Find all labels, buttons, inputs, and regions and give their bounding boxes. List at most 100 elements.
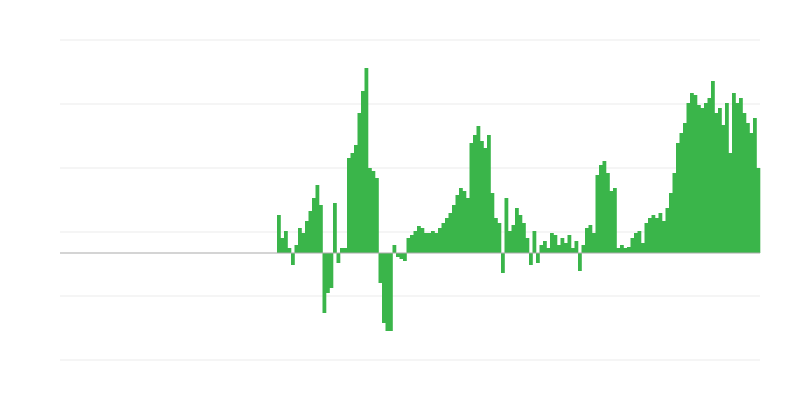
bar (574, 241, 579, 253)
bar (445, 218, 449, 253)
bar (711, 81, 715, 253)
bar (651, 215, 656, 253)
bar (536, 253, 540, 263)
bar (483, 148, 488, 253)
bar (319, 205, 323, 253)
bar (662, 221, 666, 253)
bar (704, 103, 708, 253)
bar (592, 233, 596, 253)
bar (742, 113, 747, 253)
bar (693, 95, 698, 253)
bar (480, 141, 484, 253)
bar (756, 168, 761, 253)
bar (616, 248, 621, 253)
bar (525, 238, 530, 253)
bar (560, 238, 565, 253)
bar (532, 231, 537, 253)
bar (424, 233, 428, 253)
bar (658, 213, 663, 253)
bar (644, 223, 649, 253)
bar (336, 253, 341, 263)
bar (343, 248, 348, 253)
bar (347, 158, 351, 253)
bar (291, 253, 295, 265)
bar (368, 168, 372, 253)
bar (399, 253, 404, 259)
bar (497, 223, 502, 253)
bar (434, 233, 439, 253)
bar (382, 253, 386, 323)
bar (732, 93, 736, 253)
bar (518, 215, 523, 253)
bar (462, 191, 467, 253)
bar (354, 145, 358, 253)
bar (441, 223, 446, 253)
bar (602, 161, 607, 253)
bar (287, 248, 292, 253)
bar (476, 126, 481, 253)
bar (623, 248, 628, 253)
bar (466, 198, 470, 253)
bar (389, 253, 393, 331)
bar (452, 205, 456, 253)
bar (707, 98, 712, 253)
bar (721, 125, 726, 253)
bar (672, 173, 677, 253)
bar (679, 133, 684, 253)
bar (571, 248, 575, 253)
bar (410, 235, 414, 253)
bar (406, 238, 411, 253)
bar (749, 133, 754, 253)
bar (417, 226, 421, 253)
bar (697, 105, 701, 253)
bar (333, 203, 337, 253)
bar (599, 165, 603, 253)
bar (585, 228, 589, 253)
bar (413, 231, 418, 253)
bar (459, 188, 463, 253)
bar (385, 253, 390, 331)
bar (361, 91, 365, 253)
bar (686, 103, 691, 253)
bar (627, 247, 631, 253)
bar (522, 223, 526, 253)
bar (728, 153, 733, 253)
bar (539, 245, 544, 253)
bar (739, 98, 743, 253)
bar (641, 243, 645, 253)
bar (630, 238, 635, 253)
bar (427, 233, 432, 253)
bar (683, 123, 687, 253)
bar (613, 188, 617, 253)
bar (508, 231, 512, 253)
bar (690, 93, 694, 253)
bar (301, 233, 306, 253)
bar (392, 245, 397, 253)
bar (753, 118, 757, 253)
bar (438, 228, 442, 253)
bar (634, 233, 638, 253)
bar (308, 211, 313, 253)
bar (669, 193, 673, 253)
bar (553, 235, 558, 253)
bar (305, 221, 309, 253)
bar (564, 243, 568, 253)
bar (567, 235, 572, 253)
bar (375, 178, 379, 253)
bar (473, 135, 477, 253)
bar (403, 253, 407, 261)
bar (557, 245, 561, 253)
bar (350, 153, 355, 253)
bar (746, 123, 750, 253)
bar (340, 248, 344, 253)
bar (637, 231, 642, 253)
bar (676, 143, 680, 253)
bar (312, 198, 316, 253)
bar (511, 225, 516, 253)
bar (501, 253, 505, 273)
bar (550, 233, 554, 253)
bar (490, 193, 495, 253)
bar (700, 108, 705, 253)
bar (606, 173, 610, 253)
